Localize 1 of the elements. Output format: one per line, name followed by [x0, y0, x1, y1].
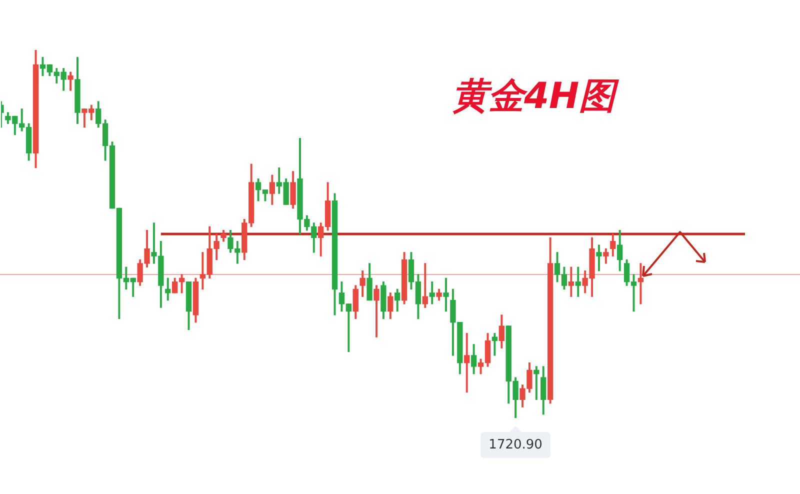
text: 1720.90: [488, 437, 542, 452]
